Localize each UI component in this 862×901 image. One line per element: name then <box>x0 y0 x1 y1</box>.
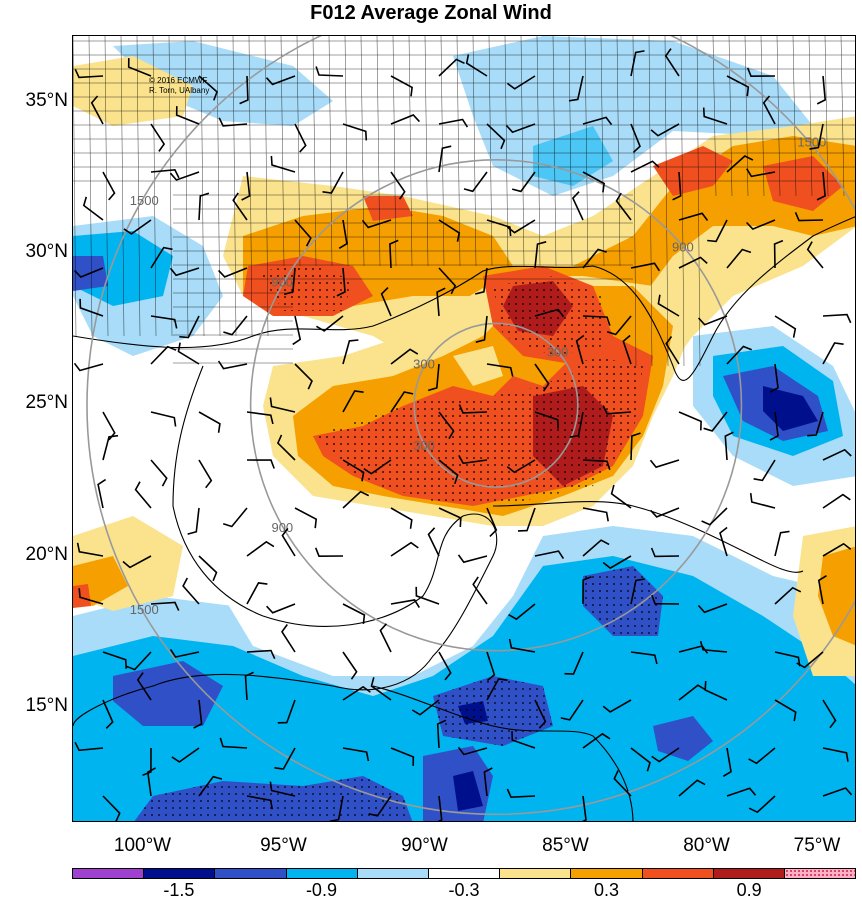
colorbar-swatch <box>643 869 714 878</box>
colorbar-label: 0.3 <box>577 880 637 901</box>
longitude-label: 80°W <box>662 835 752 857</box>
latitude-label: 35°N <box>0 90 68 112</box>
longitude-label: 75°W <box>772 835 862 857</box>
colorbar-swatch <box>73 869 144 878</box>
colorbar-swatch <box>714 869 785 878</box>
colorbar-swatch <box>287 869 358 878</box>
author-text: R. Torn, UAlbany <box>149 86 209 96</box>
colorbar-swatch <box>144 869 215 878</box>
colorbar <box>72 868 856 879</box>
longitude-label: 85°W <box>521 835 611 857</box>
colorbar-label: 0.9 <box>719 880 779 901</box>
colorbar-swatch <box>215 869 286 878</box>
colorbar-label: -0.9 <box>291 880 351 901</box>
range-ring-label: 300 <box>413 356 435 371</box>
colorbar-label: -1.5 <box>149 880 209 901</box>
copyright-text: © 2016 ECMWF <box>149 76 209 86</box>
range-ring-label: 1500 <box>130 193 159 208</box>
longitude-label: 90°W <box>380 835 470 857</box>
colorbar-swatch <box>785 869 855 878</box>
colorbar-swatch <box>571 869 642 878</box>
range-ring-label: 1500 <box>797 134 826 149</box>
range-ring-label: 900 <box>271 275 293 290</box>
colorbar-swatch <box>358 869 429 878</box>
latitude-label: 25°N <box>0 392 68 414</box>
longitude-label: 95°W <box>239 835 329 857</box>
range-ring-label: 900 <box>672 240 694 255</box>
chart-title: F012 Average Zonal Wind <box>0 0 862 26</box>
range-ring-label: 300 <box>413 438 435 453</box>
colorbar-swatch <box>500 869 571 878</box>
contour-red-west <box>73 584 91 608</box>
latitude-label: 15°N <box>0 695 68 717</box>
range-ring-label: 900 <box>271 520 293 535</box>
longitude-label: 100°W <box>98 835 188 857</box>
credits-block: © 2016 ECMWF R. Torn, UAlbany <box>149 76 209 96</box>
colorbar-label: -0.3 <box>434 880 494 901</box>
latitude-label: 20°N <box>0 544 68 566</box>
range-ring-label: 300 <box>547 345 569 360</box>
latitude-label: 30°N <box>0 241 68 263</box>
colorbar-swatch <box>429 869 500 878</box>
